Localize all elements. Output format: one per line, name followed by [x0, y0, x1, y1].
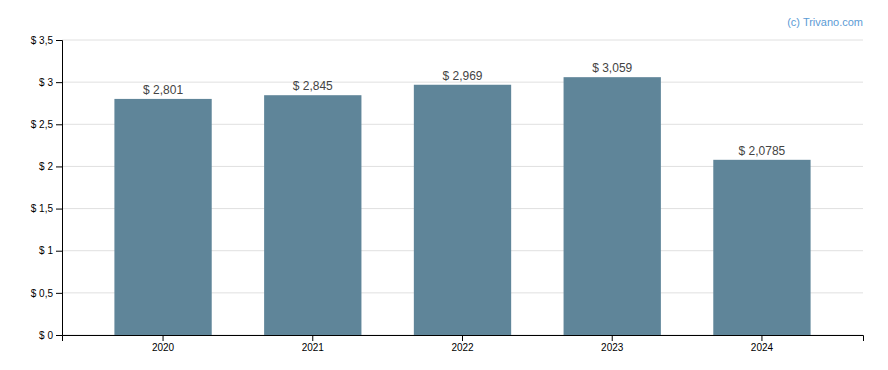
y-tick-mark [56, 335, 62, 336]
y-axis: $ 0 $ 0,5 $ 1 $ 1,5 $ 2 $ 2,5 $ 3 $ 3,5 [31, 35, 63, 341]
bar [264, 95, 361, 335]
bar [713, 160, 810, 335]
y-tick: $ 3,5 [31, 35, 62, 46]
data-label: $ 2,801 [143, 83, 183, 97]
x-tick-mark [462, 335, 463, 341]
y-tick: $ 2 [39, 161, 62, 172]
bar [414, 85, 511, 335]
y-tick-label: $ 2,5 [31, 119, 54, 130]
x-tick: 2021 [302, 335, 325, 353]
chart: $ 0 $ 0,5 $ 1 $ 1,5 $ 2 $ 2,5 $ 3 $ 3,5 2020 2021… [0, 0, 888, 370]
y-tick-label: $ 3 [39, 77, 53, 88]
y-tick-mark [56, 166, 62, 167]
x-tick: 2020 [152, 335, 175, 353]
bars [114, 77, 810, 335]
y-tick-mark [56, 293, 62, 294]
plot: $ 0 $ 0,5 $ 1 $ 1,5 $ 2 $ 2,5 $ 3 $ 3,5 2020 2021… [31, 35, 864, 353]
y-tick-mark [56, 40, 62, 41]
y-axis-line [56, 41, 63, 336]
x-tick-mark [163, 335, 164, 341]
x-tick-mark [612, 335, 613, 341]
x-axis-line [63, 336, 864, 342]
x-tick-label: 2022 [451, 342, 474, 353]
y-tick: $ 3 [39, 77, 62, 88]
y-tick: $ 1,5 [31, 203, 62, 214]
x-tick-label: 2021 [302, 342, 325, 353]
data-label: $ 2,0785 [739, 144, 786, 158]
x-axis: 2020 2021 2022 2023 2024 [63, 335, 864, 353]
y-tick-label: $ 3,5 [31, 35, 54, 46]
y-tick-mark [56, 251, 62, 252]
data-label: $ 3,059 [592, 61, 632, 75]
data-label: $ 2,969 [442, 69, 482, 83]
y-tick: $ 0 [39, 330, 62, 341]
y-tick-mark [56, 209, 62, 210]
y-tick-label: $ 2 [39, 161, 53, 172]
bar [114, 99, 211, 335]
x-tick-label: 2024 [751, 342, 774, 353]
data-label: $ 2,845 [293, 79, 333, 93]
grid-line [62, 40, 863, 41]
y-tick-label: $ 1,5 [31, 203, 54, 214]
x-tick: 2022 [451, 335, 474, 353]
y-tick-mark [56, 82, 62, 83]
x-tick-label: 2020 [152, 342, 175, 353]
y-tick: $ 1 [39, 245, 62, 256]
y-tick-label: $ 0 [39, 330, 53, 341]
data-labels: $ 2,801 $ 2,845 $ 2,969 $ 3,059 $ 2,0785 [143, 61, 786, 158]
x-tick-mark [761, 335, 762, 341]
x-tick-mark [312, 335, 313, 341]
y-tick: $ 0,5 [31, 288, 62, 299]
bar [564, 77, 661, 335]
grid [62, 40, 863, 335]
x-tick-label: 2023 [601, 342, 624, 353]
y-tick-label: $ 1 [39, 245, 53, 256]
x-tick: 2024 [751, 335, 774, 353]
x-tick: 2023 [601, 335, 624, 353]
y-tick-mark [56, 124, 62, 125]
y-tick-label: $ 0,5 [31, 288, 54, 299]
annotation: (c) Trivano.com [787, 16, 863, 28]
y-tick: $ 2,5 [31, 119, 62, 130]
